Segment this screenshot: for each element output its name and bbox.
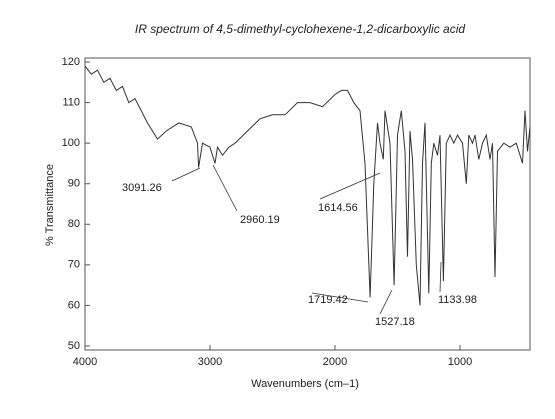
y-tick-label: 80 [68,218,80,230]
spectrum-line [84,65,531,306]
y-tick-label: 120 [62,56,80,68]
annotation: 1614.56 [318,202,358,214]
annotation: 3091.26 [122,182,162,194]
annotation-leader [379,289,393,315]
y-tick-label: 70 [68,259,80,271]
x-tick-label: 4000 [73,356,97,368]
y-tick-label: 60 [68,299,80,311]
plot-frame [84,57,531,351]
x-tick-label: 3000 [198,356,222,368]
annotation-leader [171,167,201,182]
y-tick-label: 90 [68,178,80,190]
y-axis-label: % Transmittance [44,164,56,246]
annotation-leader [319,172,381,200]
annotation: 1719.42 [308,294,348,306]
annotation-leader [212,164,238,212]
chart-title: IR spectrum of 4,5-dimethyl-cyclohexene-… [135,22,465,36]
y-tick-label: 100 [62,137,80,149]
annotation: 1527.18 [375,316,415,328]
x-tick-label: 1000 [448,356,472,368]
annotation: 1133.98 [438,294,477,306]
annotation-leader [311,292,369,303]
annotation-leader [439,261,442,293]
y-tick-label: 110 [62,97,80,109]
y-tick-label: 50 [68,340,80,352]
x-tick-label: 2000 [323,356,347,368]
annotation: 2960.19 [240,214,280,226]
x-axis-label: Wavenumbers (cm–1) [251,378,359,390]
